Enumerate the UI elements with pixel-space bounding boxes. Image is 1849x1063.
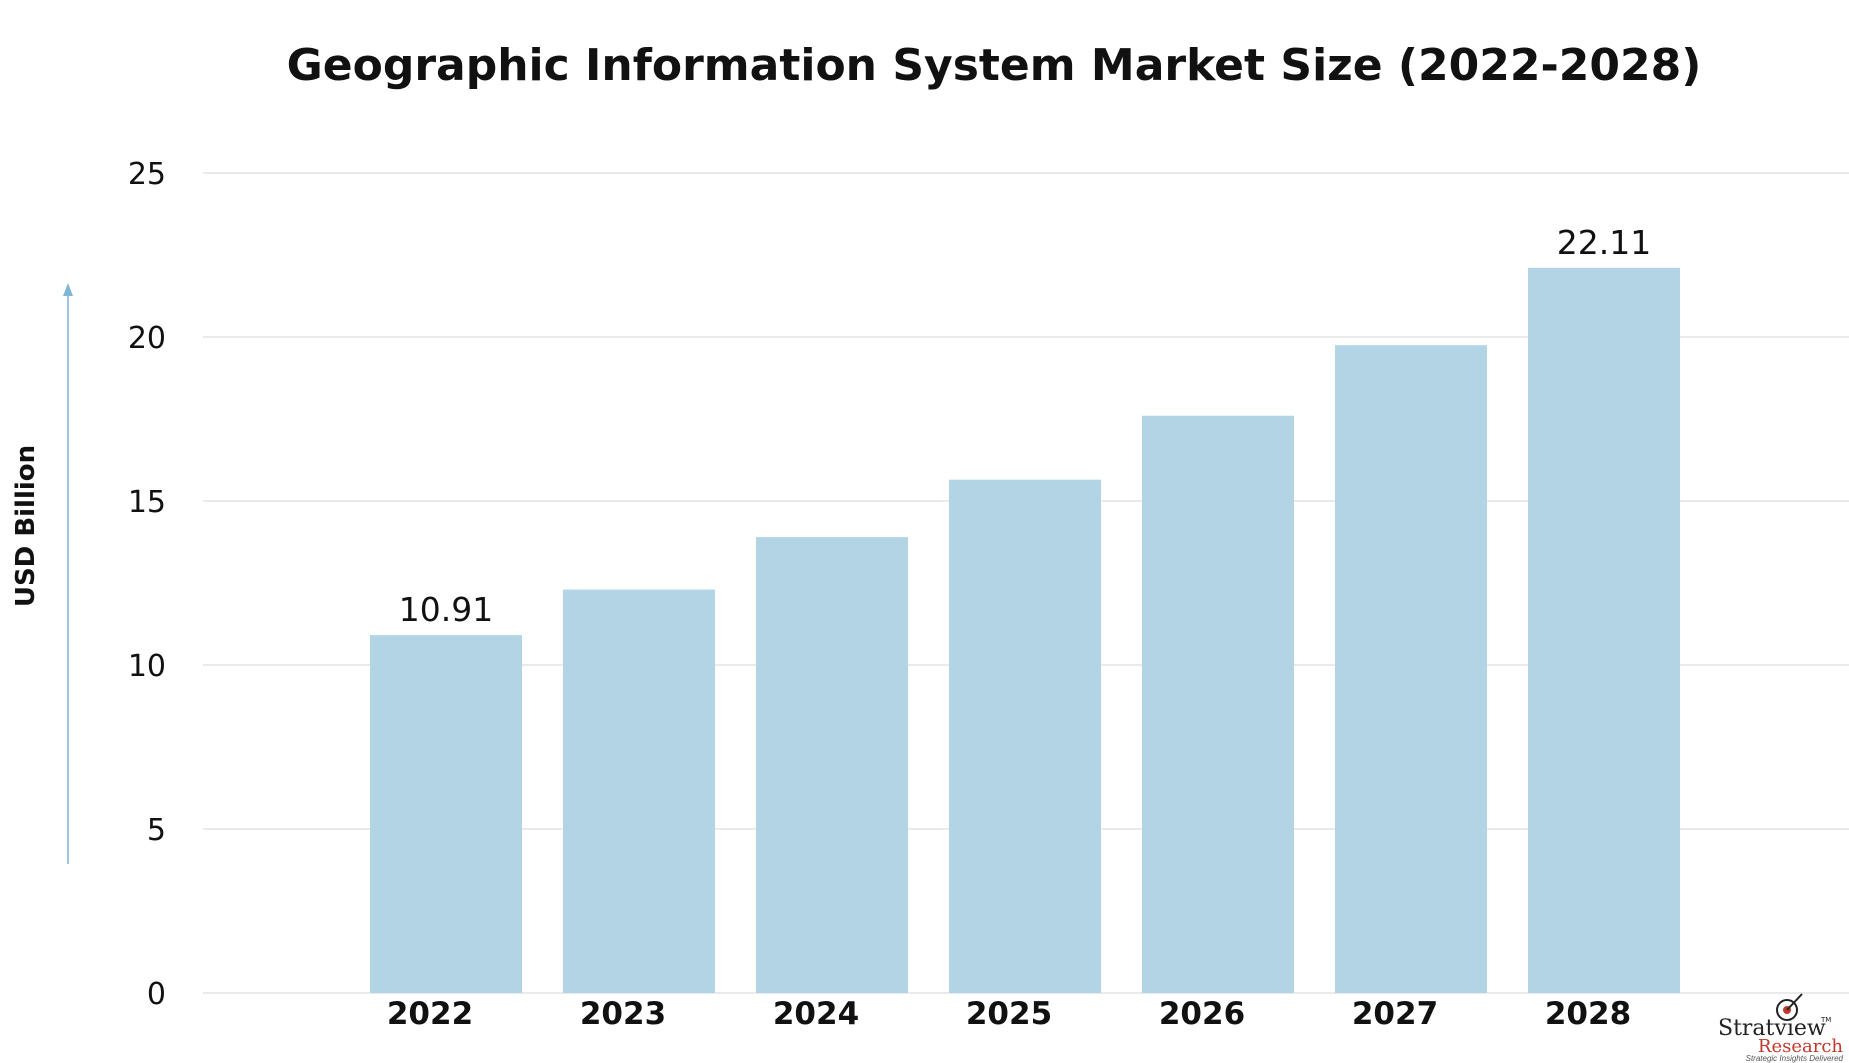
logo-name-a: Stratview bbox=[1718, 1016, 1826, 1041]
bar-2026 bbox=[1142, 415, 1294, 994]
logo-target-icon bbox=[1776, 999, 1798, 1021]
logo-name-b: Research bbox=[1758, 1036, 1844, 1057]
bar-2027 bbox=[1335, 345, 1487, 993]
y-tick-label: 20 bbox=[128, 321, 166, 356]
bar-2023 bbox=[563, 589, 715, 993]
y-axis-arrow bbox=[63, 283, 73, 864]
y-tick-label: 5 bbox=[147, 813, 166, 848]
data-label-2022: 10.91 bbox=[399, 590, 493, 629]
bar-2028 bbox=[1528, 267, 1680, 993]
bar-2025 bbox=[949, 479, 1101, 993]
x-tick-label: 2026 bbox=[1159, 996, 1245, 1032]
x-axis-ticks: 2022 2023 2024 2025 2026 2027 2028 bbox=[387, 996, 1631, 1032]
y-tick-label: 25 bbox=[128, 157, 166, 192]
bars bbox=[370, 267, 1680, 994]
logo-tagline: Strategic Insights Delivered bbox=[1746, 1054, 1844, 1063]
bar-2022 bbox=[370, 635, 522, 993]
x-tick-label: 2022 bbox=[387, 996, 473, 1032]
x-tick-label: 2025 bbox=[966, 996, 1052, 1032]
x-tick-label: 2027 bbox=[1352, 996, 1438, 1032]
x-tick-label: 2028 bbox=[1545, 996, 1631, 1032]
y-axis-ticks: 0 5 10 15 20 25 bbox=[128, 157, 166, 1012]
logo-arrow-icon bbox=[1786, 993, 1803, 1011]
data-labels: 10.91 22.11 bbox=[399, 223, 1651, 629]
y-axis-label: USD Billion bbox=[11, 445, 41, 607]
stratview-logo: Stratview TM Research Strategic Insights… bbox=[1718, 993, 1844, 1063]
data-label-2028: 22.11 bbox=[1557, 223, 1651, 262]
chart-title: Geographic Information System Market Siz… bbox=[287, 40, 1702, 91]
y-tick-label: 0 bbox=[147, 977, 166, 1012]
y-tick-label: 10 bbox=[128, 649, 166, 684]
y-axis-arrow-head bbox=[63, 283, 73, 296]
bar-2024 bbox=[756, 537, 908, 993]
y-tick-label: 15 bbox=[128, 485, 166, 520]
x-tick-label: 2023 bbox=[580, 996, 666, 1032]
x-tick-label: 2024 bbox=[773, 996, 859, 1032]
logo-tm: TM bbox=[1820, 1016, 1831, 1024]
